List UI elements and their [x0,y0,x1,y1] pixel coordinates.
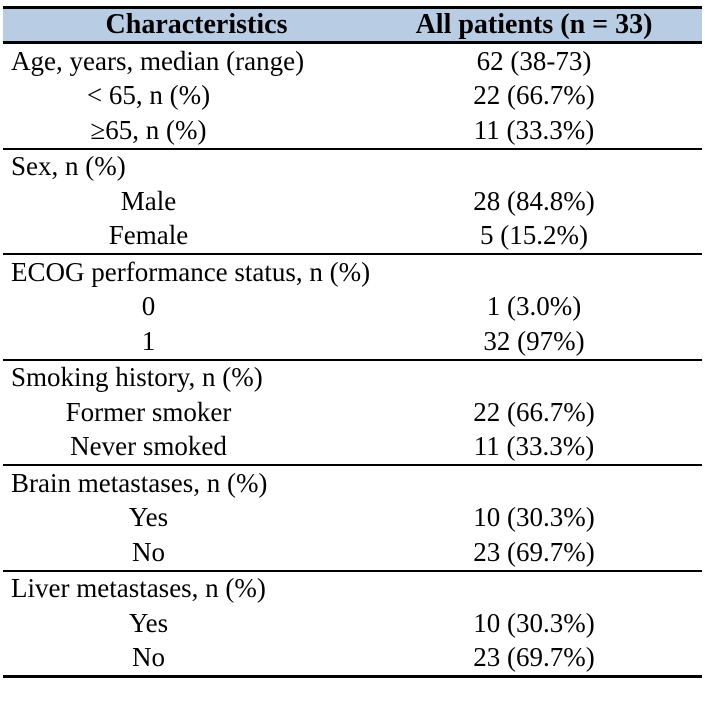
section-brain-metastases: Brain metastases, n (%) Yes 10 (30.3%) N… [3,466,702,572]
table-row: No 23 (69.7%) [3,641,702,676]
row-label: ≥65, n (%) [90,114,207,145]
row-value: 5 (15.2%) [480,220,588,251]
table-header-row: Characteristics All patients (n = 33) [3,9,702,44]
table-row: 1 32 (97%) [3,324,702,359]
row-label: Age, years, median (range) [11,45,305,76]
table-row: No 23 (69.7%) [3,535,702,570]
row-label: No [132,536,165,567]
header-all-patients: All patients (n = 33) [415,9,653,40]
table-row: Female 5 (15.2%) [3,219,702,254]
table-row: ECOG performance status, n (%) [3,255,702,290]
table-row: Age, years, median (range) 62 (38-73) [3,44,702,79]
table-row: Former smoker 22 (66.7%) [3,395,702,430]
row-value: 10 (30.3%) [473,502,595,533]
section-ecog: ECOG performance status, n (%) 0 1 (3.0%… [3,255,702,361]
table-row: Liver metastases, n (%) [3,572,702,607]
section-liver-metastases: Liver metastases, n (%) Yes 10 (30.3%) N… [3,572,702,676]
header-characteristics: Characteristics [105,9,288,40]
section-age: Age, years, median (range) 62 (38-73) < … [3,44,702,150]
row-value: 11 (33.3%) [473,431,595,462]
row-value: 23 (69.7%) [473,536,595,567]
row-value: 23 (69.7%) [473,642,595,673]
table-row: Sex, n (%) [3,150,702,185]
row-label: Smoking history, n (%) [11,362,263,393]
section-smoking: Smoking history, n (%) Former smoker 22 … [3,361,702,466]
row-label: Former smoker [65,396,232,427]
row-label: ECOG performance status, n (%) [11,256,371,287]
row-value: 62 (38-73) [476,45,592,76]
row-value: 28 (84.8%) [473,185,595,216]
table-row: Male 28 (84.8%) [3,184,702,219]
row-label: 0 [141,291,156,322]
row-label: 1 [141,325,156,356]
table-row: ≥65, n (%) 11 (33.3%) [3,113,702,148]
table-row: < 65, n (%) 22 (66.7%) [3,79,702,114]
row-value: 10 (30.3%) [473,607,595,638]
row-value: 11 (33.3%) [473,114,595,145]
patient-characteristics-table: Characteristics All patients (n = 33) Ag… [3,6,702,678]
row-value: 1 (3.0%) [486,291,582,322]
row-label: Male [120,185,177,216]
table-row: Never smoked 11 (33.3%) [3,430,702,465]
table-row: Yes 10 (30.3%) [3,501,702,536]
row-label: Yes [128,502,169,533]
table-row: Yes 10 (30.3%) [3,606,702,641]
row-label: Female [108,220,189,251]
row-label: Never smoked [70,431,227,462]
row-value: 22 (66.7%) [473,80,595,111]
row-value: 22 (66.7%) [473,396,595,427]
row-label: < 65, n (%) [86,80,211,111]
table-row: Smoking history, n (%) [3,361,702,396]
table-row: Brain metastases, n (%) [3,466,702,501]
row-value: 32 (97%) [483,325,585,356]
row-label: Brain metastases, n (%) [11,467,268,498]
row-label: Sex, n (%) [11,151,126,182]
row-label: Yes [128,607,169,638]
section-sex: Sex, n (%) Male 28 (84.8%) Female 5 (15.… [3,150,702,255]
table-row: 0 1 (3.0%) [3,290,702,325]
row-label: No [132,642,165,673]
row-label: Liver metastases, n (%) [11,573,266,604]
